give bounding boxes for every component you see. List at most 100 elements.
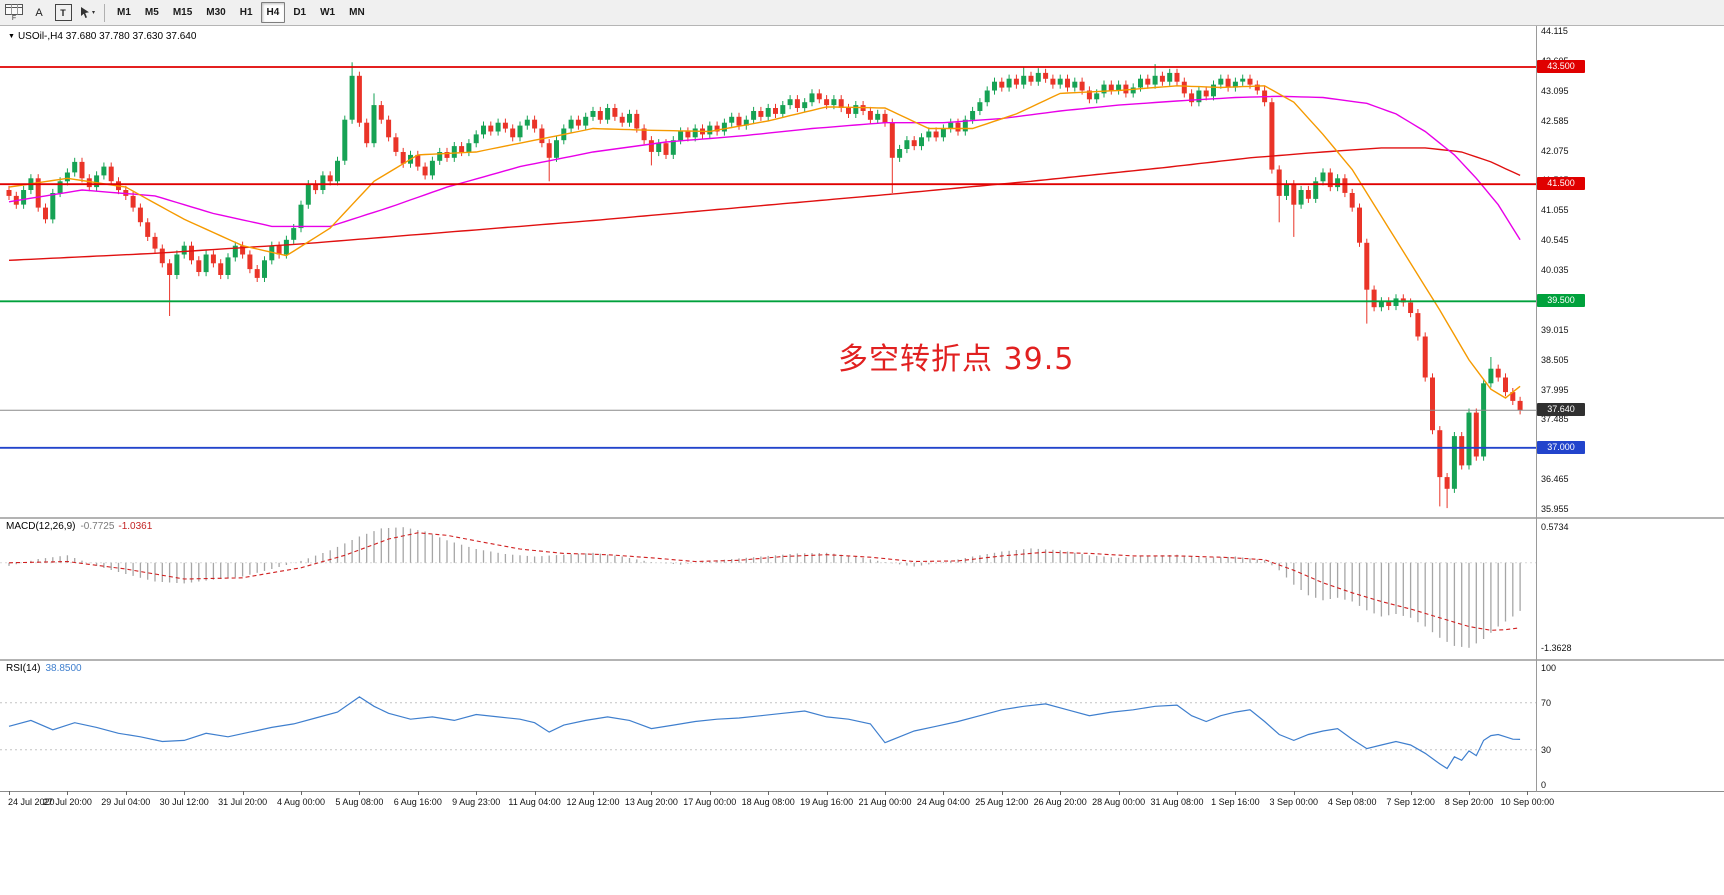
chart-legend: ▼ USOil-,H4 37.680 37.780 37.630 37.640 xyxy=(8,31,196,42)
macd-rsi-separator[interactable] xyxy=(0,659,1724,661)
time-tick xyxy=(242,791,244,795)
price-tick: 44.115 xyxy=(1541,26,1568,36)
time-label: 28 Aug 00:00 xyxy=(1092,797,1146,807)
timeframe-button-w1[interactable]: W1 xyxy=(320,7,336,18)
macd-label: MACD(12,26,9) -0.7725 -1.0361 xyxy=(6,521,153,532)
time-label: 1 Sep 16:00 xyxy=(1211,797,1260,807)
cursor-icon xyxy=(80,7,89,18)
time-label: 21 Aug 00:00 xyxy=(858,797,912,807)
text-tool-icon: T xyxy=(54,4,72,21)
time-label: 30 Jul 12:00 xyxy=(159,797,209,807)
price-level-badge[interactable]: 41.500 xyxy=(1537,177,1585,191)
time-tick xyxy=(476,791,478,795)
time-label: 4 Sep 08:00 xyxy=(1327,797,1377,807)
time-label: 9 Aug 23:00 xyxy=(452,797,501,807)
time-label: 29 Jul 04:00 xyxy=(101,797,151,807)
price-tick: 37.995 xyxy=(1541,384,1569,395)
current-price-badge: 37.640 xyxy=(1537,403,1585,417)
time-tick xyxy=(1001,791,1003,795)
price-tick: 35.955 xyxy=(1541,504,1569,514)
time-label: 26 Aug 20:00 xyxy=(1033,797,1087,807)
time-label: 4 Aug 00:00 xyxy=(276,797,326,807)
time-tick xyxy=(1527,791,1529,795)
macd-panel-svg[interactable] xyxy=(0,519,1536,659)
rsi-line xyxy=(8,696,1521,770)
price-tick: 39.015 xyxy=(1541,324,1569,335)
macd-main-value: -0.7725 xyxy=(80,521,115,532)
main-macd-separator[interactable] xyxy=(0,517,1724,519)
collapse-triangle-icon[interactable]: ▼ xyxy=(8,33,15,40)
macd-histogram xyxy=(8,527,1521,648)
time-tick xyxy=(1293,791,1295,795)
time-label: 11 Aug 04:00 xyxy=(508,797,561,807)
timeframe-button-h4[interactable]: H4 xyxy=(260,2,286,23)
candlesticks xyxy=(6,62,1523,509)
timeframe-buttons: M1 M5 M15 M30 H1 H4 D1 W1 MN xyxy=(110,2,372,23)
main-chart-svg[interactable] xyxy=(0,26,1536,517)
symbol-timeframe-label: USOil-,H4 xyxy=(17,31,63,42)
time-label: 13 Aug 20:00 xyxy=(624,797,678,807)
rsi-scale-tick: 30 xyxy=(1541,744,1552,755)
time-label: 31 Aug 08:00 xyxy=(1150,797,1204,807)
price-tick: 43.095 xyxy=(1541,85,1569,96)
f-key-label: F xyxy=(11,14,17,22)
time-label: 19 Aug 16:00 xyxy=(800,797,854,807)
time-tick xyxy=(534,791,536,795)
arrow-tool-button[interactable]: A xyxy=(35,6,43,19)
axis-separator xyxy=(0,791,1724,792)
time-label: 24 Aug 04:00 xyxy=(916,797,970,807)
price-level-badge[interactable]: 43.500 xyxy=(1537,60,1585,73)
time-label: 10 Sep 00:00 xyxy=(1500,797,1555,807)
time-tick xyxy=(125,791,127,795)
price-scale-border xyxy=(1536,26,1537,792)
time-label: 31 Jul 20:00 xyxy=(218,797,268,807)
macd-signal-value: -1.0361 xyxy=(118,521,153,532)
rsi-label: RSI(14) 38.8500 xyxy=(6,663,82,674)
toolbar: F A T ▾ M1 M5 M15 M30 H1 H4 D1 W1 MN xyxy=(0,0,1724,26)
cursor-dropdown-icon: ▾ xyxy=(91,10,95,16)
time-tick xyxy=(1352,791,1354,795)
timeframe-button-mn[interactable]: MN xyxy=(349,7,365,18)
macd-scale-bottom: -1.3628 xyxy=(1541,643,1572,653)
time-tick xyxy=(943,791,945,795)
timeframe-button-m30[interactable]: M30 xyxy=(206,7,226,18)
time-tick xyxy=(1469,791,1470,795)
price-tick: 37.485 xyxy=(1541,414,1569,425)
data-window-button[interactable]: F xyxy=(3,3,25,22)
ma-fast-orange xyxy=(8,85,1521,399)
price-tick: 36.465 xyxy=(1541,474,1569,485)
time-tick xyxy=(593,791,594,795)
rsi-scale-tick: 70 xyxy=(1541,697,1552,708)
rsi-panel-svg[interactable] xyxy=(0,661,1536,791)
timeframe-button-h1[interactable]: H1 xyxy=(239,7,253,18)
time-label: 17 Aug 00:00 xyxy=(683,797,737,807)
ma-mid-magenta xyxy=(8,95,1521,241)
time-tick xyxy=(1060,791,1062,795)
timeframe-button-m1[interactable]: M1 xyxy=(117,7,131,18)
time-label: 25 Aug 12:00 xyxy=(975,797,1029,807)
time-tick xyxy=(184,791,186,795)
time-tick xyxy=(1118,791,1120,795)
time-tick xyxy=(359,791,361,795)
timeframe-button-m5[interactable]: M5 xyxy=(144,7,159,18)
chart-annotation: 多空转折点 39.5 xyxy=(838,342,1075,377)
time-tick xyxy=(67,791,69,795)
time-tick xyxy=(768,791,770,795)
ohlc-values: 37.680 37.780 37.630 37.640 xyxy=(65,31,197,42)
time-label: 27 Jul 20:00 xyxy=(42,797,92,807)
price-level-badge[interactable]: 37.000 xyxy=(1537,440,1585,454)
rsi-scale-tick: 0 xyxy=(1541,780,1547,790)
time-label: 7 Sep 12:00 xyxy=(1386,797,1435,807)
rsi-scale-tick: 100 xyxy=(1541,662,1557,673)
timeframe-button-m15[interactable]: M15 xyxy=(172,7,193,18)
timeframe-button-d1[interactable]: D1 xyxy=(293,7,307,18)
time-label: 3 Sep 00:00 xyxy=(1269,797,1319,807)
time-tick xyxy=(1235,791,1237,795)
price-tick: 40.545 xyxy=(1541,235,1569,246)
time-tick xyxy=(1410,791,1412,795)
price-tick: 41.055 xyxy=(1541,205,1569,216)
time-label: 6 Aug 16:00 xyxy=(393,797,442,807)
cursor-tool-button[interactable]: ▾ xyxy=(76,2,98,24)
text-tool-button[interactable]: T xyxy=(52,2,74,24)
price-level-badge[interactable]: 39.500 xyxy=(1537,294,1585,308)
